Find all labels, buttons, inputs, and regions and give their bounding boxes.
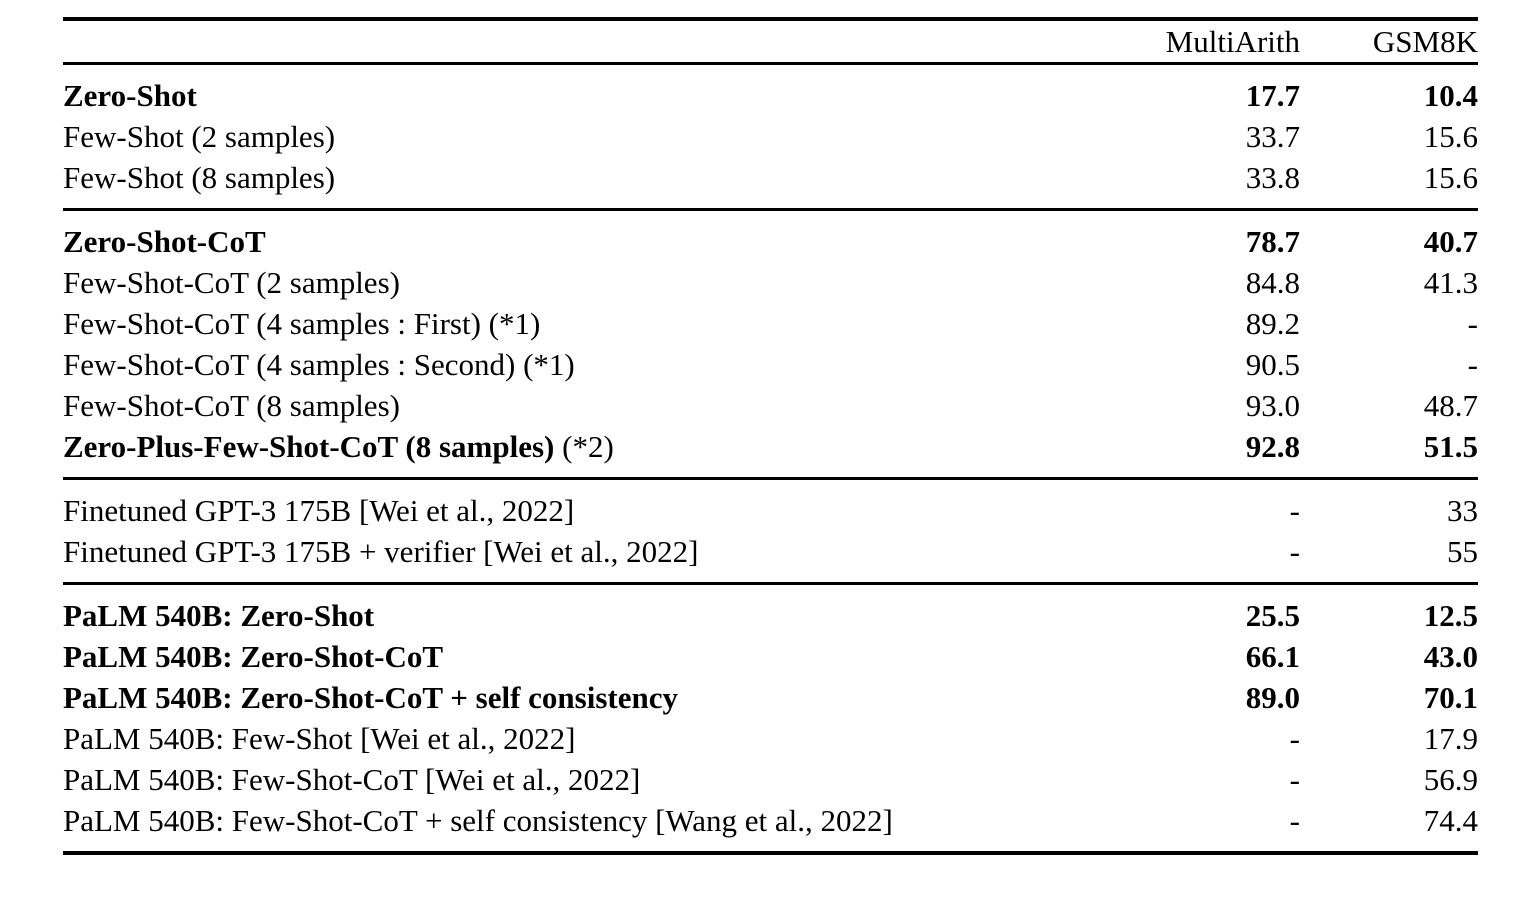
method-cell: Zero-Plus-Few-Shot-CoT (8 samples) (*2) xyxy=(63,426,1140,479)
table-row: Finetuned GPT-3 175B + verifier [Wei et … xyxy=(63,531,1478,584)
gsm8k-value-cell: 10.4 xyxy=(1423,78,1478,113)
table-row: Zero-Shot-CoT 78.7 40.7 xyxy=(63,210,1478,263)
method-label: PaLM 540B: Zero-Shot-CoT xyxy=(63,639,444,674)
method-cell: Few-Shot-CoT (8 samples) xyxy=(63,385,1140,426)
multiarith-value-cell: - xyxy=(1289,803,1300,838)
multiarith-value-cell: - xyxy=(1289,721,1300,756)
gsm8k-value-cell: 43.0 xyxy=(1423,639,1478,674)
gsm8k-value-cell: 15.6 xyxy=(1423,160,1478,195)
method-label: Few-Shot-CoT (8 samples) xyxy=(63,388,400,423)
gsm8k-value-cell: - xyxy=(1467,347,1478,382)
method-label: PaLM 540B: Zero-Shot-CoT + self consiste… xyxy=(63,680,678,715)
table-row: PaLM 540B: Zero-Shot-CoT 66.1 43.0 xyxy=(63,636,1478,677)
multiarith-value-cell: 33.8 xyxy=(1245,160,1300,195)
method-label: Finetuned GPT-3 175B [Wei et al., 2022] xyxy=(63,493,575,528)
table-row: Few-Shot (8 samples) 33.8 15.6 xyxy=(63,157,1478,210)
multiarith-value-cell: 25.5 xyxy=(1245,598,1300,633)
table-row: PaLM 540B: Zero-Shot 25.5 12.5 xyxy=(63,584,1478,637)
method-cell: Few-Shot (2 samples) xyxy=(63,116,1140,157)
header-row: MultiArith GSM8K xyxy=(63,19,1478,64)
multiarith-value-cell: 78.7 xyxy=(1245,224,1300,259)
table-header: MultiArith GSM8K xyxy=(63,19,1478,64)
method-cell: PaLM 540B: Zero-Shot xyxy=(63,584,1140,637)
multiarith-value-cell: 66.1 xyxy=(1245,639,1300,674)
column-header-gsm8k: GSM8K xyxy=(1372,24,1478,59)
gsm8k-value-cell: 12.5 xyxy=(1423,598,1478,633)
method-cell: Few-Shot (8 samples) xyxy=(63,157,1140,210)
method-label: Zero-Shot-CoT xyxy=(63,224,266,259)
method-label: PaLM 540B: Zero-Shot xyxy=(63,598,375,633)
method-label-suffix: (*2) xyxy=(554,429,614,464)
results-table: MultiArith GSM8K Zero-Shot 17.7 10.4 Few-Sh… xyxy=(63,17,1478,855)
method-label: Zero-Plus-Few-Shot-CoT (8 samples) xyxy=(63,429,555,464)
gsm8k-value-cell: 48.7 xyxy=(1423,388,1478,423)
method-cell: Zero-Shot-CoT xyxy=(63,210,1140,263)
method-label: Zero-Shot xyxy=(63,78,197,113)
method-label: Few-Shot (8 samples) xyxy=(63,160,336,195)
table-row: PaLM 540B: Few-Shot-CoT + self consisten… xyxy=(63,800,1478,853)
table-row: PaLM 540B: Zero-Shot-CoT + self consiste… xyxy=(63,677,1478,718)
method-cell: PaLM 540B: Few-Shot [Wei et al., 2022] xyxy=(63,718,1140,759)
table-row: Finetuned GPT-3 175B [Wei et al., 2022] -… xyxy=(63,479,1478,532)
table-row: Few-Shot-CoT (4 samples : First) (*1) 89.… xyxy=(63,303,1478,344)
method-cell: PaLM 540B: Few-Shot-CoT [Wei et al., 202… xyxy=(63,759,1140,800)
table-row: PaLM 540B: Few-Shot [Wei et al., 2022] - 1… xyxy=(63,718,1478,759)
multiarith-value-cell: 93.0 xyxy=(1245,388,1300,423)
multiarith-value-cell: 92.8 xyxy=(1245,429,1300,464)
method-label: PaLM 540B: Few-Shot-CoT + self consisten… xyxy=(63,803,893,838)
gsm8k-value-cell: 74.4 xyxy=(1423,803,1478,838)
table-row: Few-Shot-CoT (4 samples : Second) (*1) 90… xyxy=(63,344,1478,385)
method-label: Few-Shot (2 samples) xyxy=(63,119,336,154)
gsm8k-value-cell: 70.1 xyxy=(1423,680,1478,715)
method-cell: PaLM 540B: Few-Shot-CoT + self consisten… xyxy=(63,800,1140,853)
column-header-multiarith: MultiArith xyxy=(1165,24,1300,59)
multiarith-value-cell: 89.2 xyxy=(1245,306,1300,341)
table-body: Zero-Shot 17.7 10.4 Few-Shot (2 samples) 33.… xyxy=(63,64,1478,853)
method-label: PaLM 540B: Few-Shot [Wei et al., 2022] xyxy=(63,721,576,756)
gsm8k-value-cell: - xyxy=(1467,306,1478,341)
multiarith-value-cell: - xyxy=(1289,493,1300,528)
method-cell: Zero-Shot xyxy=(63,64,1140,117)
multiarith-value-cell: - xyxy=(1289,762,1300,797)
gsm8k-value-cell: 41.3 xyxy=(1423,265,1478,300)
gsm8k-value-cell: 40.7 xyxy=(1423,224,1478,259)
multiarith-value-cell: 84.8 xyxy=(1245,265,1300,300)
multiarith-value-cell: - xyxy=(1289,534,1300,569)
gsm8k-value-cell: 17.9 xyxy=(1423,721,1478,756)
table-row: Few-Shot-CoT (8 samples) 93.0 48.7 xyxy=(63,385,1478,426)
multiarith-value-cell: 33.7 xyxy=(1245,119,1300,154)
method-label: Few-Shot-CoT (4 samples : First) (*1) xyxy=(63,306,541,341)
multiarith-value-cell: 90.5 xyxy=(1245,347,1300,382)
table-row: Few-Shot-CoT (2 samples) 84.8 41.3 xyxy=(63,262,1478,303)
method-label: Few-Shot-CoT (2 samples) xyxy=(63,265,400,300)
gsm8k-value-cell: 55 xyxy=(1447,534,1478,569)
method-cell: Few-Shot-CoT (4 samples : Second) (*1) xyxy=(63,344,1140,385)
method-label: Finetuned GPT-3 175B + verifier [Wei et … xyxy=(63,534,699,569)
table-row: Few-Shot (2 samples) 33.7 15.6 xyxy=(63,116,1478,157)
table-row: PaLM 540B: Few-Shot-CoT [Wei et al., 202… xyxy=(63,759,1478,800)
table-row: Zero-Plus-Few-Shot-CoT (8 samples) (*2) 9… xyxy=(63,426,1478,479)
gsm8k-value-cell: 51.5 xyxy=(1423,429,1478,464)
method-cell: PaLM 540B: Zero-Shot-CoT xyxy=(63,636,1140,677)
multiarith-value-cell: 89.0 xyxy=(1245,680,1300,715)
gsm8k-value-cell: 15.6 xyxy=(1423,119,1478,154)
column-header-method xyxy=(63,19,1140,64)
method-cell: PaLM 540B: Zero-Shot-CoT + self consiste… xyxy=(63,677,1140,718)
gsm8k-value-cell: 33 xyxy=(1447,493,1478,528)
method-cell: Few-Shot-CoT (2 samples) xyxy=(63,262,1140,303)
gsm8k-value-cell: 56.9 xyxy=(1423,762,1478,797)
method-cell: Finetuned GPT-3 175B [Wei et al., 2022] xyxy=(63,479,1140,532)
multiarith-value-cell: 17.7 xyxy=(1245,78,1300,113)
method-label: PaLM 540B: Few-Shot-CoT [Wei et al., 202… xyxy=(63,762,641,797)
method-cell: Few-Shot-CoT (4 samples : First) (*1) xyxy=(63,303,1140,344)
method-label: Few-Shot-CoT (4 samples : Second) (*1) xyxy=(63,347,575,382)
method-cell: Finetuned GPT-3 175B + verifier [Wei et … xyxy=(63,531,1140,584)
table-row: Zero-Shot 17.7 10.4 xyxy=(63,64,1478,117)
